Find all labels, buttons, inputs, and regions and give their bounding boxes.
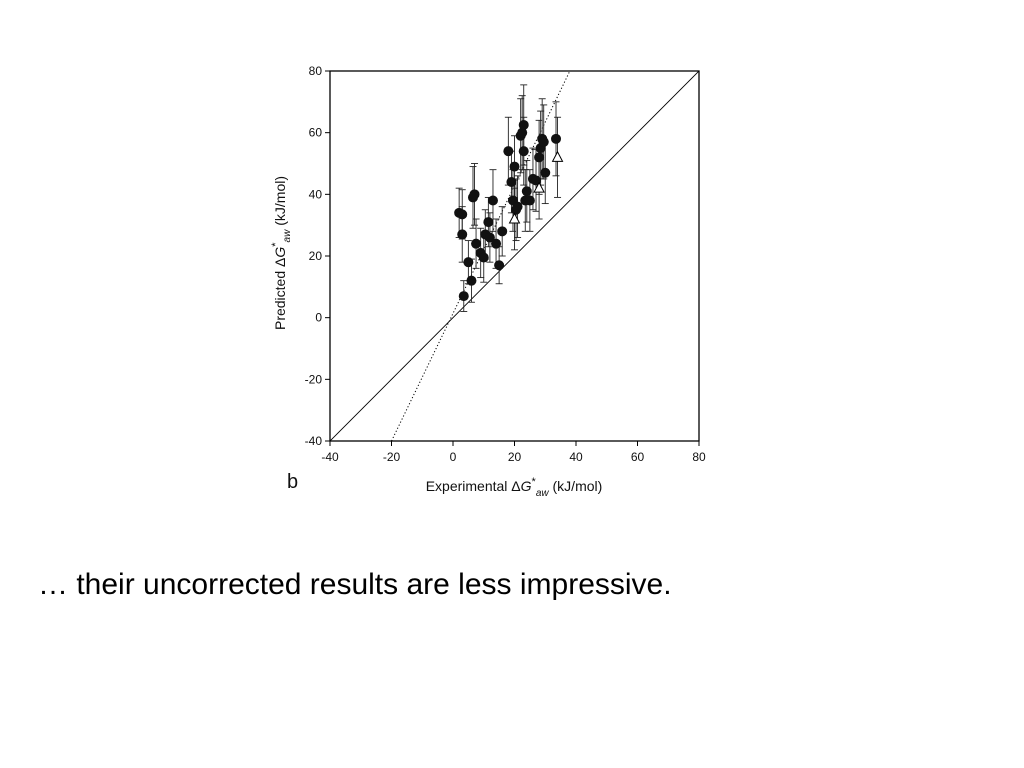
data-point-circle xyxy=(534,152,545,163)
x-tick-label: 20 xyxy=(508,450,522,464)
data-point-circle xyxy=(524,195,535,206)
x-axis-ticks: -40 -20 0 20 40 60 80 xyxy=(321,441,706,464)
data-point-circle xyxy=(551,133,562,144)
y-tick-label: 40 xyxy=(309,187,323,201)
y-tick-label: 20 xyxy=(309,249,323,263)
data-point-circle xyxy=(503,146,514,157)
x-tick-label: -40 xyxy=(321,450,339,464)
data-point-circle xyxy=(463,257,474,268)
data-point-circle xyxy=(517,127,528,138)
data-point-circle xyxy=(518,146,529,157)
y-tick-label: -20 xyxy=(305,372,323,386)
data-point-circle xyxy=(491,238,502,249)
data-point-circle xyxy=(457,229,468,240)
slide-caption: … their uncorrected results are less imp… xyxy=(38,568,672,601)
y-tick-label: 0 xyxy=(315,311,322,325)
data-point-circle xyxy=(512,201,523,212)
data-point-circle xyxy=(471,238,482,249)
data-point-circle xyxy=(521,186,532,197)
data-point-circle xyxy=(494,260,505,271)
x-tick-label: 60 xyxy=(631,450,645,464)
data-point-circle xyxy=(483,217,494,228)
x-tick-label: 0 xyxy=(450,450,457,464)
y-axis-ticks: -40 -20 0 20 40 60 80 xyxy=(305,64,330,448)
data-point-circle xyxy=(540,167,551,178)
data-point-circle xyxy=(466,275,477,286)
data-point-circle xyxy=(487,195,498,206)
reference-lines xyxy=(330,71,699,441)
regression-line xyxy=(391,71,571,441)
data-point-circle xyxy=(469,189,480,200)
x-tick-label: -20 xyxy=(383,450,401,464)
x-tick-label: 40 xyxy=(569,450,583,464)
data-point-circle xyxy=(518,119,529,130)
x-axis-label: Experimental ΔG*aw (kJ/mol) xyxy=(426,476,603,499)
data-point-triangle xyxy=(508,212,521,224)
data-point-circle xyxy=(538,136,549,147)
data-point-circle xyxy=(457,209,468,220)
data-point-triangle xyxy=(533,181,545,193)
data-point-triangle xyxy=(551,150,564,162)
panel-label: b xyxy=(287,471,298,493)
data-point-circle xyxy=(478,252,489,263)
data-point-circle xyxy=(497,226,508,237)
y-axis-label: Predicted ΔG*aw (kJ/mol) xyxy=(270,176,293,330)
data-point-circle xyxy=(484,232,495,243)
y-tick-label: -40 xyxy=(305,434,323,448)
data-point-circle xyxy=(458,291,469,302)
y-tick-label: 80 xyxy=(309,64,323,78)
x-tick-label: 80 xyxy=(692,450,706,464)
data-point-circle xyxy=(509,161,520,172)
identity-line xyxy=(330,71,699,441)
data-point-circle xyxy=(506,177,517,187)
data-points xyxy=(454,119,564,302)
y-tick-label: 60 xyxy=(309,126,323,140)
